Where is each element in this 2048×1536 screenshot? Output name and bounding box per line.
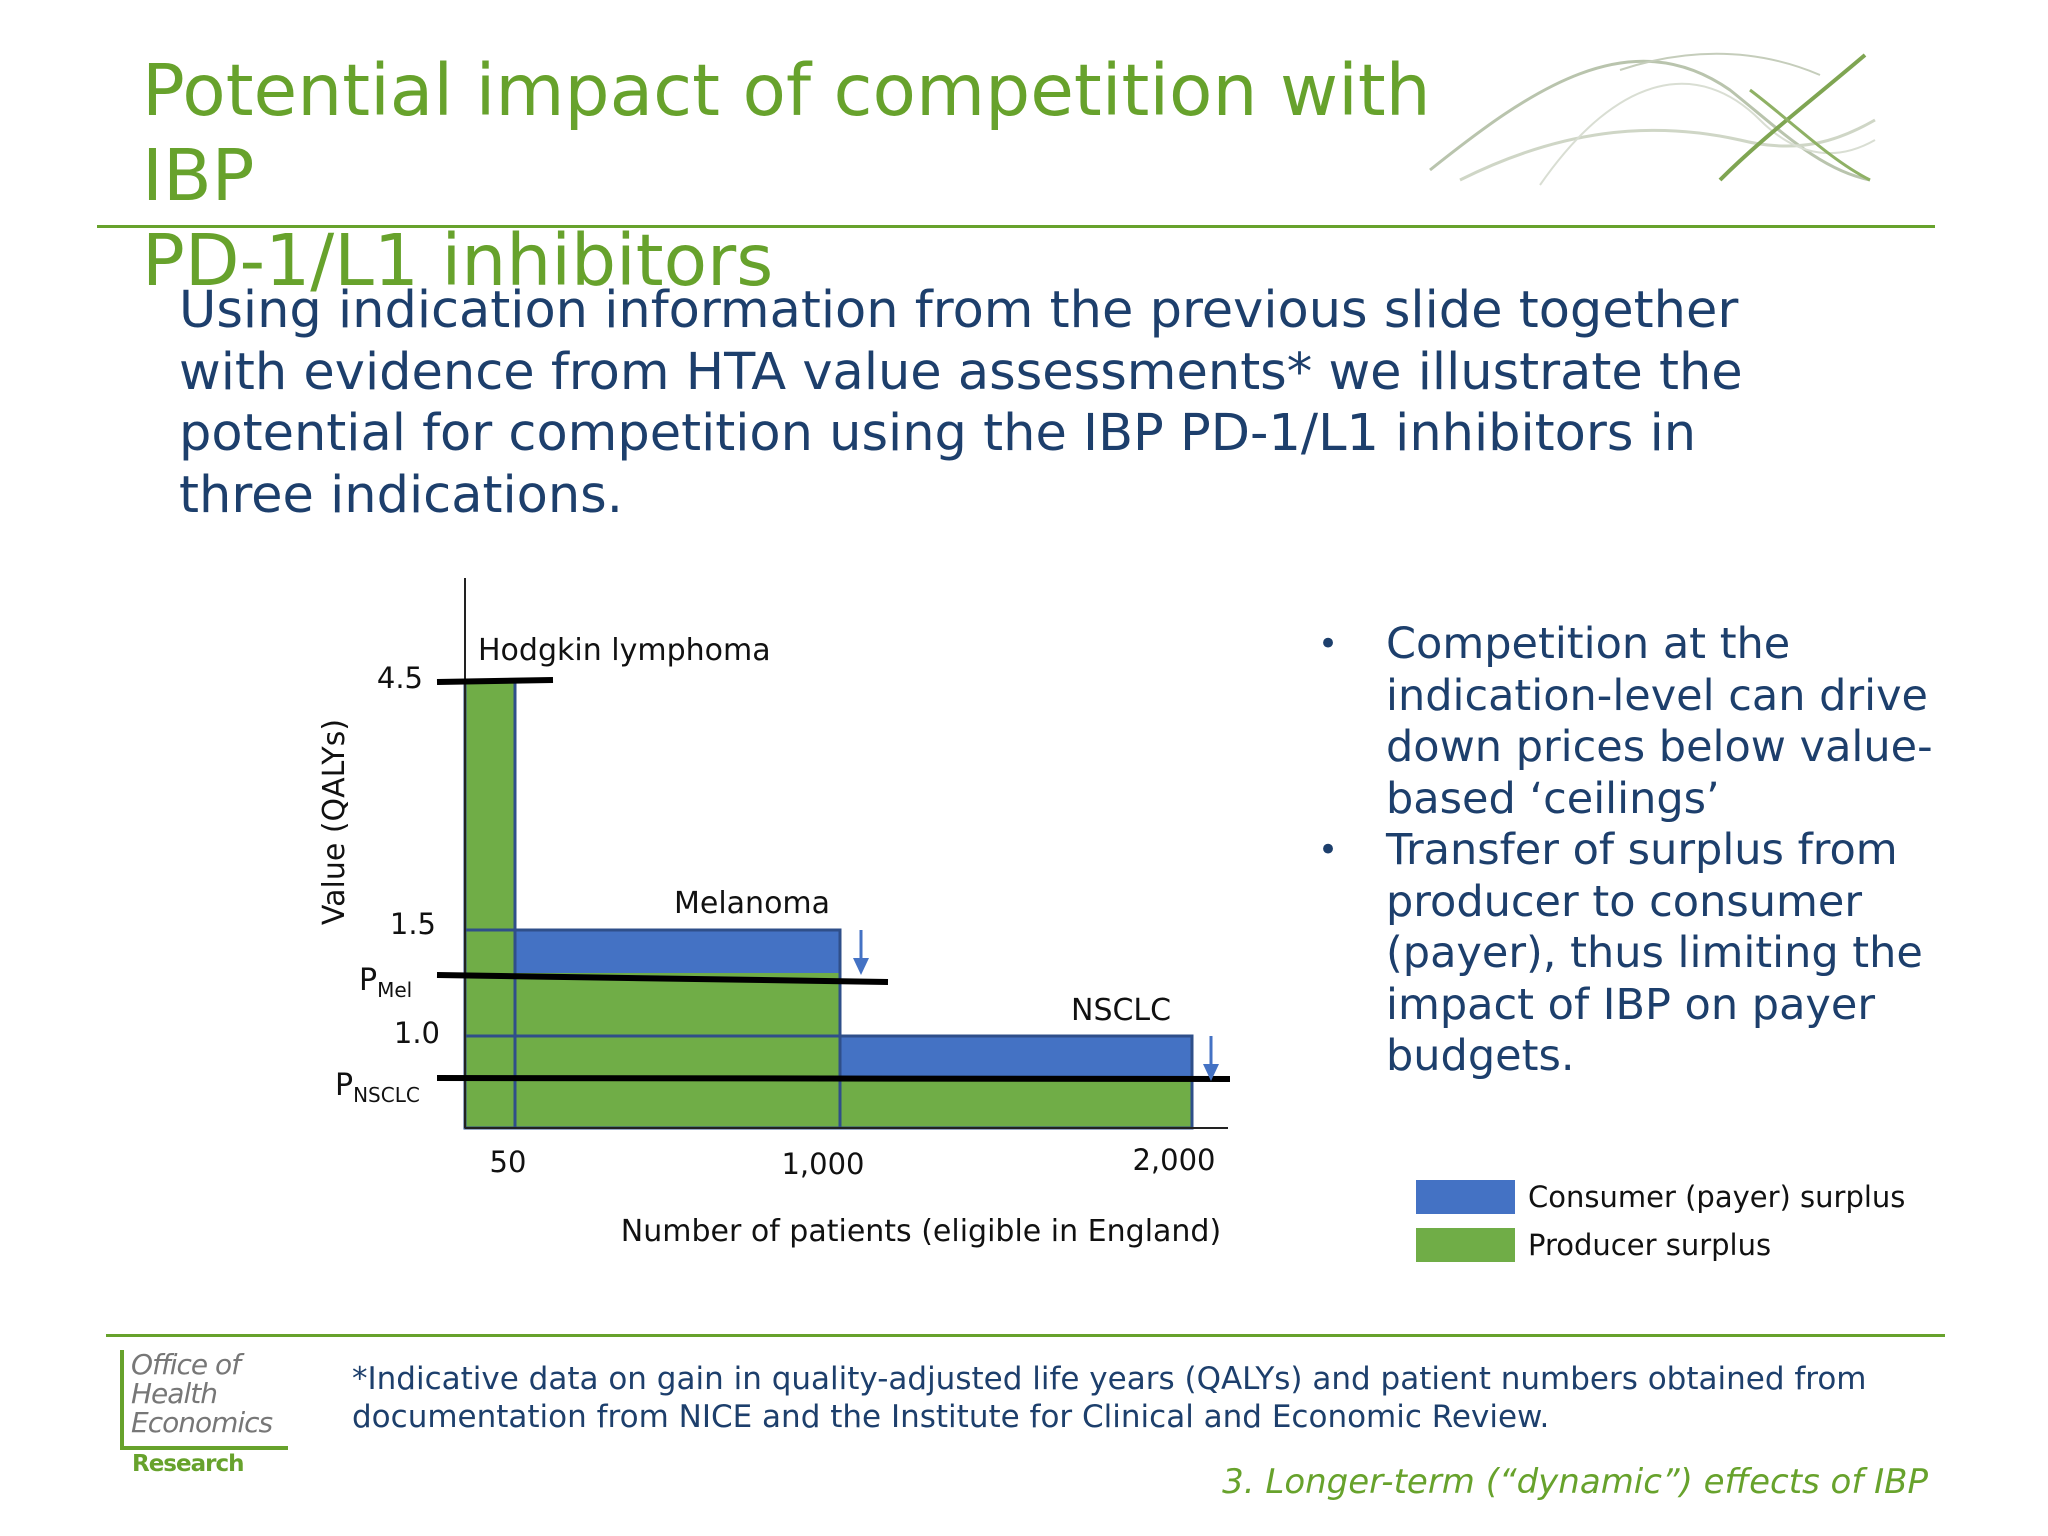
y-axis-title: Value (QALYs) — [317, 719, 352, 925]
label-melanoma: Melanoma — [674, 886, 830, 921]
consumer-area-melanoma — [515, 930, 840, 973]
footnote: *Indicative data on gain in quality-adju… — [352, 1361, 1867, 1435]
producer-area-nsclc — [840, 1079, 1192, 1128]
producer-area-hodgkin — [465, 682, 515, 1128]
x-axis-title: Number of patients (eligible in England) — [621, 1214, 1221, 1249]
bullet-marker: • — [1318, 830, 1339, 870]
title-line-2: PD-1/L1 inhibitors — [142, 219, 774, 302]
slide-title: Potential impact of competition with IBP… — [142, 48, 1562, 303]
title-line-1: Potential impact of competition with IBP — [142, 49, 1431, 217]
y-tick-4-5: 4.5 — [377, 661, 423, 695]
label-nsclc: NSCLC — [1071, 993, 1171, 1028]
bullet-text: Transfer of surplus from producer to con… — [1386, 825, 1923, 1081]
bullet-list: • Competition at the indication-level ca… — [1318, 619, 1958, 1083]
decorative-wave-graphic — [1429, 52, 1876, 186]
consumer-area-nsclc — [840, 1036, 1192, 1079]
legend-item-producer: Producer surplus — [1416, 1228, 2048, 1262]
logo-text-line: Economics — [131, 1406, 273, 1439]
intro-text: Using indication information from the pr… — [179, 281, 1743, 525]
bullet-text: Competition at the indication-level can … — [1386, 619, 1933, 824]
price-drop-arrow-melanoma — [853, 930, 869, 975]
title-divider — [97, 225, 1935, 228]
y-tick-1-0: 1.0 — [394, 1016, 440, 1050]
legend-item-consumer: Consumer (payer) surplus — [1416, 1180, 2048, 1214]
bullet-item: • Competition at the indication-level ca… — [1318, 619, 1958, 825]
hodgkin-value-line — [436, 677, 554, 685]
x-tick-50: 50 — [490, 1145, 527, 1179]
legend-swatch-green — [1416, 1228, 1515, 1262]
y-tick-1-5: 1.5 — [390, 907, 436, 941]
footer-divider — [106, 1334, 1945, 1337]
legend-label: Consumer (payer) surplus — [1528, 1180, 1906, 1214]
price-line-nsclc — [436, 1075, 1231, 1082]
producer-area-melanoma — [515, 973, 840, 1128]
logo-subtext: Research — [132, 1451, 244, 1477]
logo-bar-vertical — [120, 1350, 124, 1450]
section-label: 3. Longer-term (“dynamic”) effects of IB… — [1222, 1462, 1928, 1502]
ohe-logo: Office of Health Economics Research — [118, 1350, 293, 1478]
legend-swatch-blue — [1416, 1180, 1515, 1214]
logo-text-line: Health — [131, 1377, 218, 1410]
price-line-melanoma — [436, 972, 889, 985]
label-hodgkin: Hodgkin lymphoma — [478, 633, 771, 668]
price-drop-arrow-nsclc — [1203, 1036, 1219, 1081]
bullet-marker: • — [1318, 624, 1339, 664]
legend-label: Producer surplus — [1528, 1228, 1772, 1262]
x-tick-2000: 2,000 — [1132, 1143, 1215, 1177]
x-tick-1000: 1,000 — [781, 1147, 864, 1181]
price-label-nsclc: PNSCLC — [335, 1068, 420, 1107]
price-label-melanoma: PMel — [359, 963, 412, 1002]
bullet-item: • Transfer of surplus from producer to c… — [1318, 825, 1958, 1083]
logo-bar-horizontal — [120, 1446, 288, 1450]
logo-text-line: Office of — [131, 1348, 241, 1381]
